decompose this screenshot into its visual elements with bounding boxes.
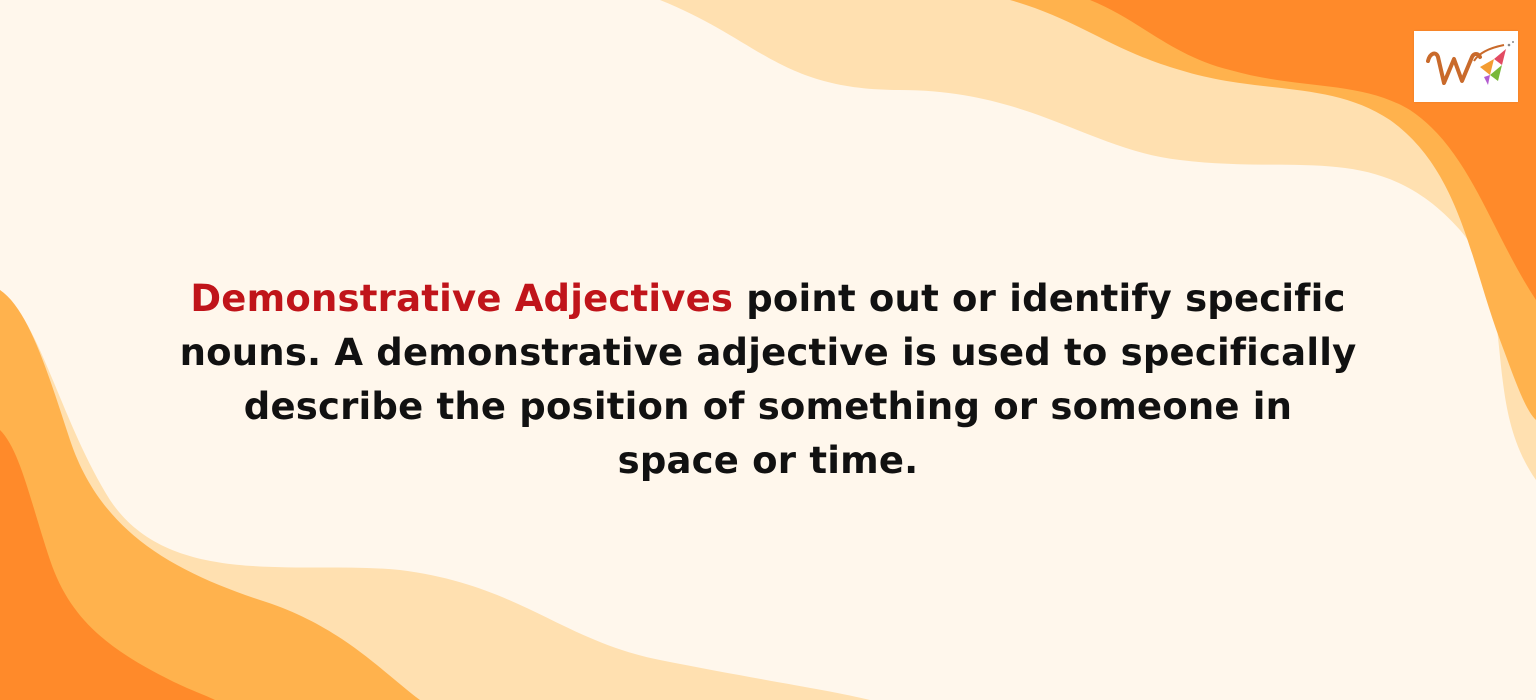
text-line-2: nouns. A demonstrative adjective is used… xyxy=(179,331,1357,374)
description-text: Demonstrative Adjectives point out or id… xyxy=(118,272,1418,488)
w-logo-icon xyxy=(1426,41,1514,85)
text-line-3: describe the position of something or so… xyxy=(243,385,1293,428)
logo xyxy=(1414,31,1518,102)
text-line-1-rest: point out or identify specific xyxy=(733,277,1346,320)
text-line-4: space or time. xyxy=(617,439,919,482)
top-right-wave-light xyxy=(660,0,1536,480)
bottom-left-wave-dark xyxy=(0,430,215,700)
highlight-term: Demonstrative Adjectives xyxy=(190,277,734,320)
bottom-left-wave-mid xyxy=(0,290,420,700)
